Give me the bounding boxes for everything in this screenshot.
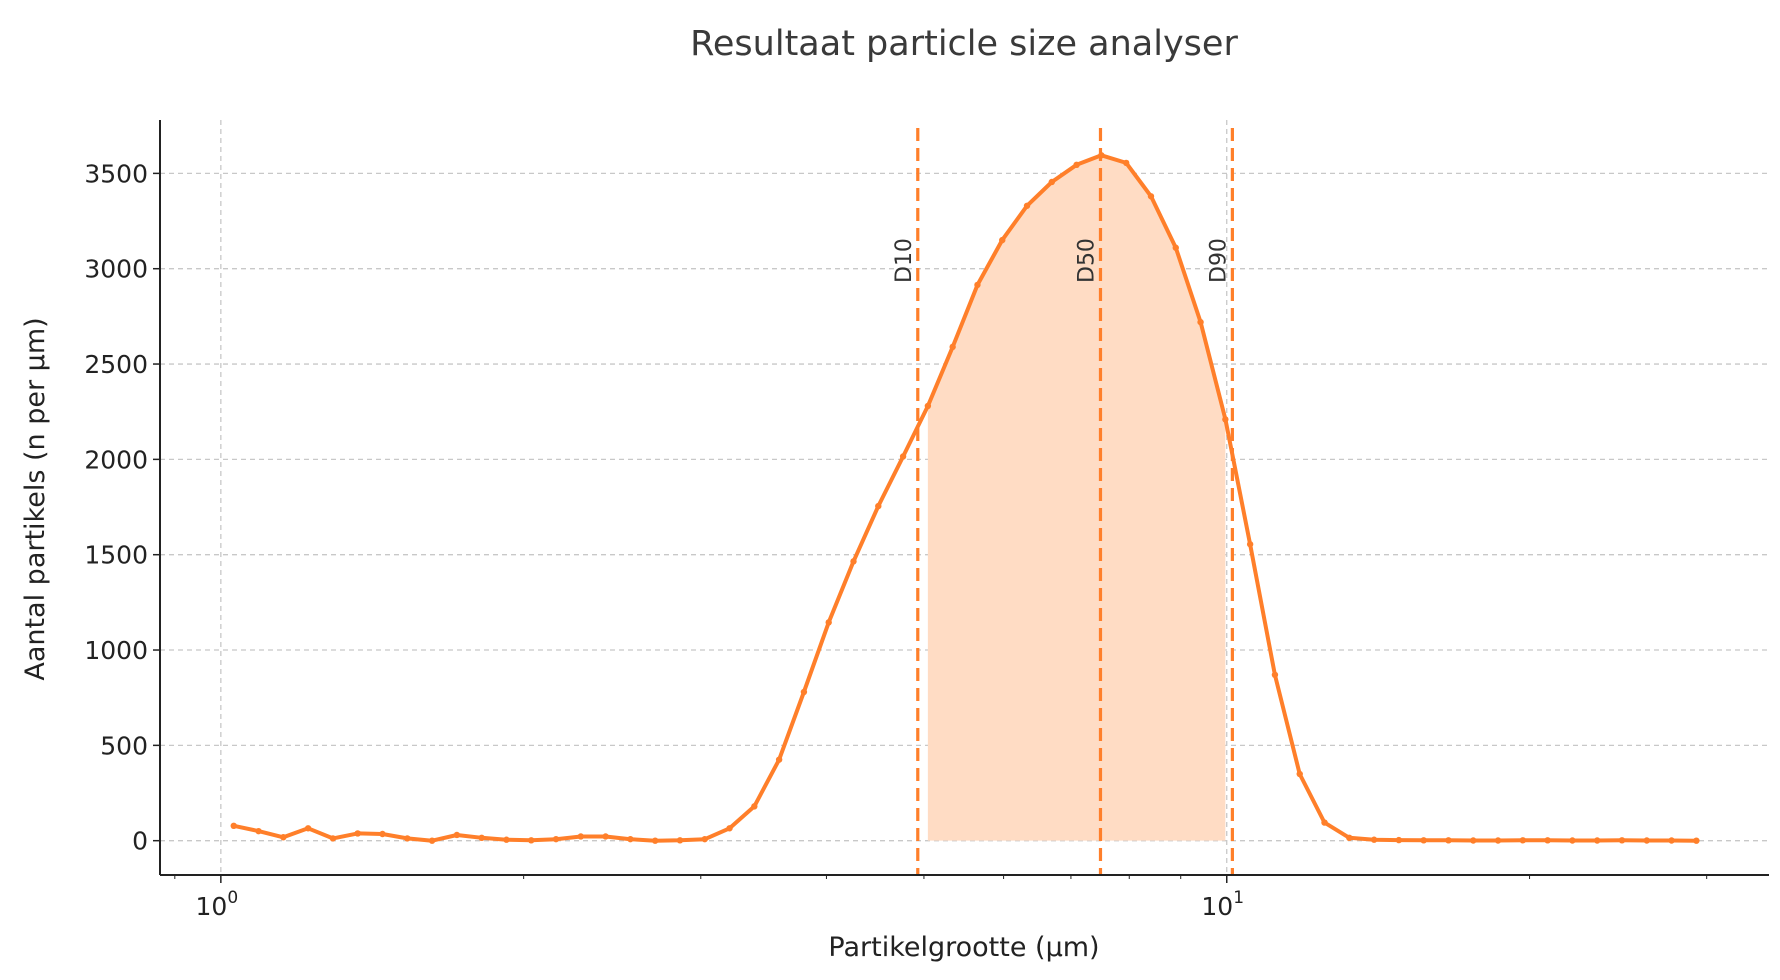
- x-tick-label: 100: [196, 888, 239, 921]
- data-point: [503, 836, 510, 843]
- chart-title: Resultaat particle size analyser: [690, 24, 1238, 64]
- x-tick-label: 101: [1201, 888, 1244, 921]
- series: [230, 152, 1700, 844]
- data-point: [1346, 834, 1353, 842]
- data-point: [1544, 837, 1551, 844]
- data-point: [453, 831, 461, 839]
- data-point: [1073, 161, 1080, 169]
- data-point: [751, 803, 758, 810]
- data-point: [1494, 837, 1502, 844]
- data-point: [1147, 193, 1155, 200]
- shaded-area: [927, 155, 1226, 841]
- marker-label-d50: D50: [1074, 238, 1099, 283]
- marker-label-d10: D10: [892, 238, 917, 283]
- data-point: [1470, 837, 1477, 844]
- data-point: [1668, 837, 1675, 844]
- data-point: [974, 281, 981, 289]
- y-tick-label: 2500: [84, 350, 148, 379]
- shaded-region: [927, 155, 1226, 841]
- data-point: [428, 837, 436, 844]
- data-point: [651, 837, 659, 844]
- data-point: [528, 837, 535, 844]
- data-point: [230, 822, 237, 830]
- data-point: [850, 558, 857, 565]
- data-point: [1519, 837, 1527, 844]
- data-point: [999, 236, 1006, 244]
- data-point: [1048, 178, 1056, 186]
- data-point: [775, 756, 783, 763]
- y-axis-label: Aantal partikels (n per µm): [20, 317, 51, 680]
- y-tick-label: 1000: [84, 636, 148, 665]
- data-point: [329, 835, 337, 842]
- series-line: [233, 153, 1697, 843]
- data-point: [899, 453, 907, 460]
- data-point: [1222, 416, 1229, 423]
- data-point: [726, 825, 733, 832]
- data-point: [627, 835, 634, 843]
- data-point: [825, 619, 832, 626]
- data-point: [404, 835, 411, 842]
- y-tick-label: 500: [100, 731, 148, 760]
- data-point: [949, 343, 956, 351]
- data-point: [676, 837, 684, 844]
- marker-label-d90: D90: [1206, 238, 1231, 283]
- data-point: [304, 825, 312, 832]
- data-point: [701, 835, 708, 843]
- data-point: [1594, 837, 1601, 844]
- data-point: [924, 402, 932, 410]
- y-tick-label: 3500: [84, 159, 148, 188]
- data-point: [1197, 318, 1204, 326]
- data-point: [552, 835, 560, 843]
- data-point: [1246, 541, 1254, 548]
- y-tick-label: 0: [132, 827, 148, 856]
- data-point: [1023, 202, 1031, 209]
- data-point: [800, 688, 808, 696]
- data-point: [1693, 837, 1700, 844]
- data-point: [379, 830, 386, 838]
- data-point: [1271, 671, 1279, 679]
- data-point: [354, 830, 361, 837]
- data-point: [1296, 770, 1303, 778]
- data-point: [1420, 837, 1427, 844]
- data-point: [280, 834, 287, 841]
- axes: 0 500 1000 1500 2000 2500 3000 3500 100 101: [84, 120, 1769, 921]
- data-point: [478, 834, 485, 842]
- data-point: [255, 827, 262, 835]
- data-point: [1643, 837, 1650, 844]
- data-point: [1618, 837, 1626, 844]
- y-tick-label: 3000: [84, 255, 148, 284]
- y-tick-label: 1500: [84, 541, 148, 570]
- data-point: [1370, 836, 1378, 843]
- data-point: [1122, 159, 1130, 167]
- data-point: [1569, 837, 1576, 844]
- markers: D10 D50 D90: [892, 128, 1234, 875]
- data-point: [602, 833, 609, 840]
- x-axis-label: Partikelgrootte (µm): [828, 932, 1099, 963]
- data-point: [1172, 244, 1179, 251]
- data-point: [875, 502, 882, 510]
- data-point: [577, 833, 585, 840]
- data-point: [1321, 819, 1328, 826]
- y-tick-label: 2000: [84, 445, 148, 474]
- data-point: [1445, 837, 1452, 844]
- data-point: [1395, 836, 1403, 844]
